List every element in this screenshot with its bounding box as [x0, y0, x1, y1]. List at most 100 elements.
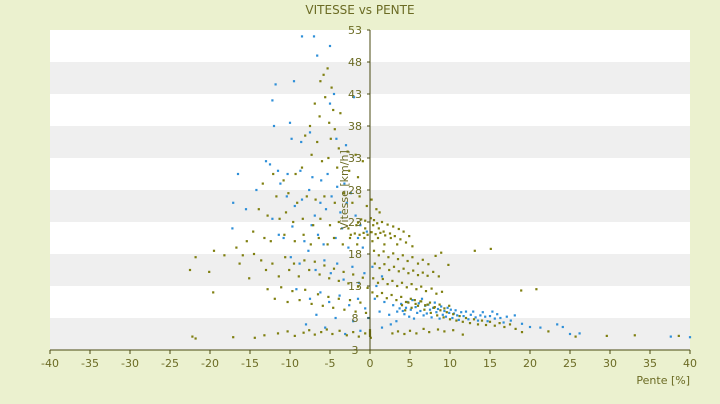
- data-point-blue: [419, 309, 422, 313]
- x-axis-label: Pente [%]: [636, 374, 690, 387]
- data-point-olive: [337, 220, 340, 224]
- data-point-olive: [410, 283, 413, 286]
- data-point-blue: [359, 329, 362, 332]
- data-point-olive: [391, 279, 394, 282]
- data-point-olive: [514, 327, 517, 330]
- data-point-blue: [472, 310, 475, 313]
- data-point-olive: [235, 246, 238, 249]
- data-point-olive: [405, 286, 408, 289]
- data-point-olive: [359, 301, 362, 304]
- x-tick-label: 0: [367, 357, 374, 370]
- data-point-olive: [328, 121, 331, 124]
- y-axis-label: Vitesse [km/h]: [338, 150, 351, 230]
- data-point-blue: [371, 265, 374, 268]
- data-point-olive: [468, 322, 472, 325]
- data-point-blue: [395, 320, 398, 323]
- data-point-olive: [333, 128, 336, 131]
- data-point-olive: [403, 332, 406, 336]
- data-point-olive: [371, 240, 374, 243]
- data-point-olive: [424, 290, 428, 293]
- data-point-olive: [354, 153, 357, 156]
- x-axis-ticks: -40 -35 -30 -25 -20 -15 -10 -5 0 5 10 15 20 25 30 35 40: [41, 350, 697, 370]
- data-point-blue: [336, 262, 339, 265]
- data-point-olive: [392, 252, 395, 255]
- x-tick-label: 20: [523, 357, 537, 370]
- data-point-blue: [441, 313, 444, 316]
- data-point-olive: [375, 208, 378, 211]
- data-point-olive: [452, 313, 455, 316]
- data-point-olive: [369, 217, 372, 220]
- data-point-blue: [290, 137, 293, 140]
- data-point-blue: [499, 316, 502, 320]
- data-point-olive: [493, 324, 496, 327]
- data-point-olive: [292, 262, 296, 265]
- data-point-blue: [493, 317, 496, 320]
- data-point-blue: [339, 211, 342, 214]
- data-point-olive: [396, 258, 400, 261]
- data-point-olive: [448, 304, 451, 307]
- data-point-olive: [473, 249, 476, 252]
- data-point-blue: [319, 201, 322, 204]
- data-point-olive: [364, 227, 367, 230]
- data-point-olive: [366, 233, 369, 236]
- data-point-blue: [308, 131, 312, 134]
- data-point-olive: [248, 277, 251, 280]
- data-point-olive: [436, 314, 439, 317]
- data-point-olive: [432, 306, 436, 309]
- data-point-blue: [486, 320, 489, 323]
- data-point-blue: [300, 140, 303, 144]
- data-point-olive: [437, 275, 440, 278]
- data-point-olive: [212, 249, 216, 252]
- data-point-olive: [484, 323, 488, 327]
- data-point-blue: [502, 321, 505, 324]
- data-point-blue: [457, 318, 460, 321]
- data-point-blue: [380, 326, 384, 329]
- data-point-olive: [360, 218, 363, 221]
- data-point-olive: [508, 323, 512, 326]
- data-point-olive: [426, 274, 429, 277]
- data-point-olive: [283, 233, 286, 236]
- x-tick-label: -30: [121, 357, 139, 370]
- data-point-olive: [347, 227, 350, 230]
- data-point-olive: [422, 327, 425, 330]
- data-point-olive: [365, 204, 368, 208]
- data-point-olive: [574, 335, 577, 338]
- data-point-blue: [323, 259, 326, 262]
- data-point-blue: [308, 297, 312, 300]
- data-point-olive: [366, 286, 369, 289]
- data-point-olive: [378, 211, 381, 214]
- data-point-olive: [329, 137, 332, 140]
- data-point-blue: [420, 297, 424, 300]
- data-point-blue: [338, 294, 341, 297]
- data-point-olive: [392, 225, 395, 228]
- data-point-olive: [383, 243, 386, 246]
- data-point-olive: [414, 302, 417, 305]
- data-point-blue: [363, 272, 366, 275]
- data-point-blue: [688, 336, 692, 339]
- data-point-olive: [286, 300, 289, 304]
- y-tick-label: 33: [348, 152, 362, 165]
- data-point-blue: [365, 230, 368, 233]
- data-point-olive: [396, 284, 399, 288]
- data-point-olive: [347, 282, 350, 285]
- data-point-olive: [339, 112, 342, 115]
- data-point-blue: [303, 240, 306, 243]
- data-point-olive: [384, 234, 387, 237]
- data-point-olive: [402, 230, 405, 233]
- data-point-blue: [276, 169, 280, 172]
- x-tick-label: 35: [643, 357, 657, 370]
- data-point-blue: [454, 309, 457, 312]
- data-point-olive: [400, 295, 403, 298]
- data-point-olive: [420, 285, 423, 288]
- data-point-olive: [379, 231, 382, 234]
- data-point-olive: [415, 288, 418, 291]
- data-point-olive: [302, 331, 305, 334]
- data-point-olive: [421, 271, 424, 274]
- data-point-olive: [263, 236, 266, 240]
- data-point-olive: [364, 219, 367, 222]
- data-point-olive: [489, 247, 492, 250]
- data-point-blue: [288, 121, 292, 124]
- data-point-blue: [460, 311, 463, 314]
- data-point-blue: [496, 313, 499, 316]
